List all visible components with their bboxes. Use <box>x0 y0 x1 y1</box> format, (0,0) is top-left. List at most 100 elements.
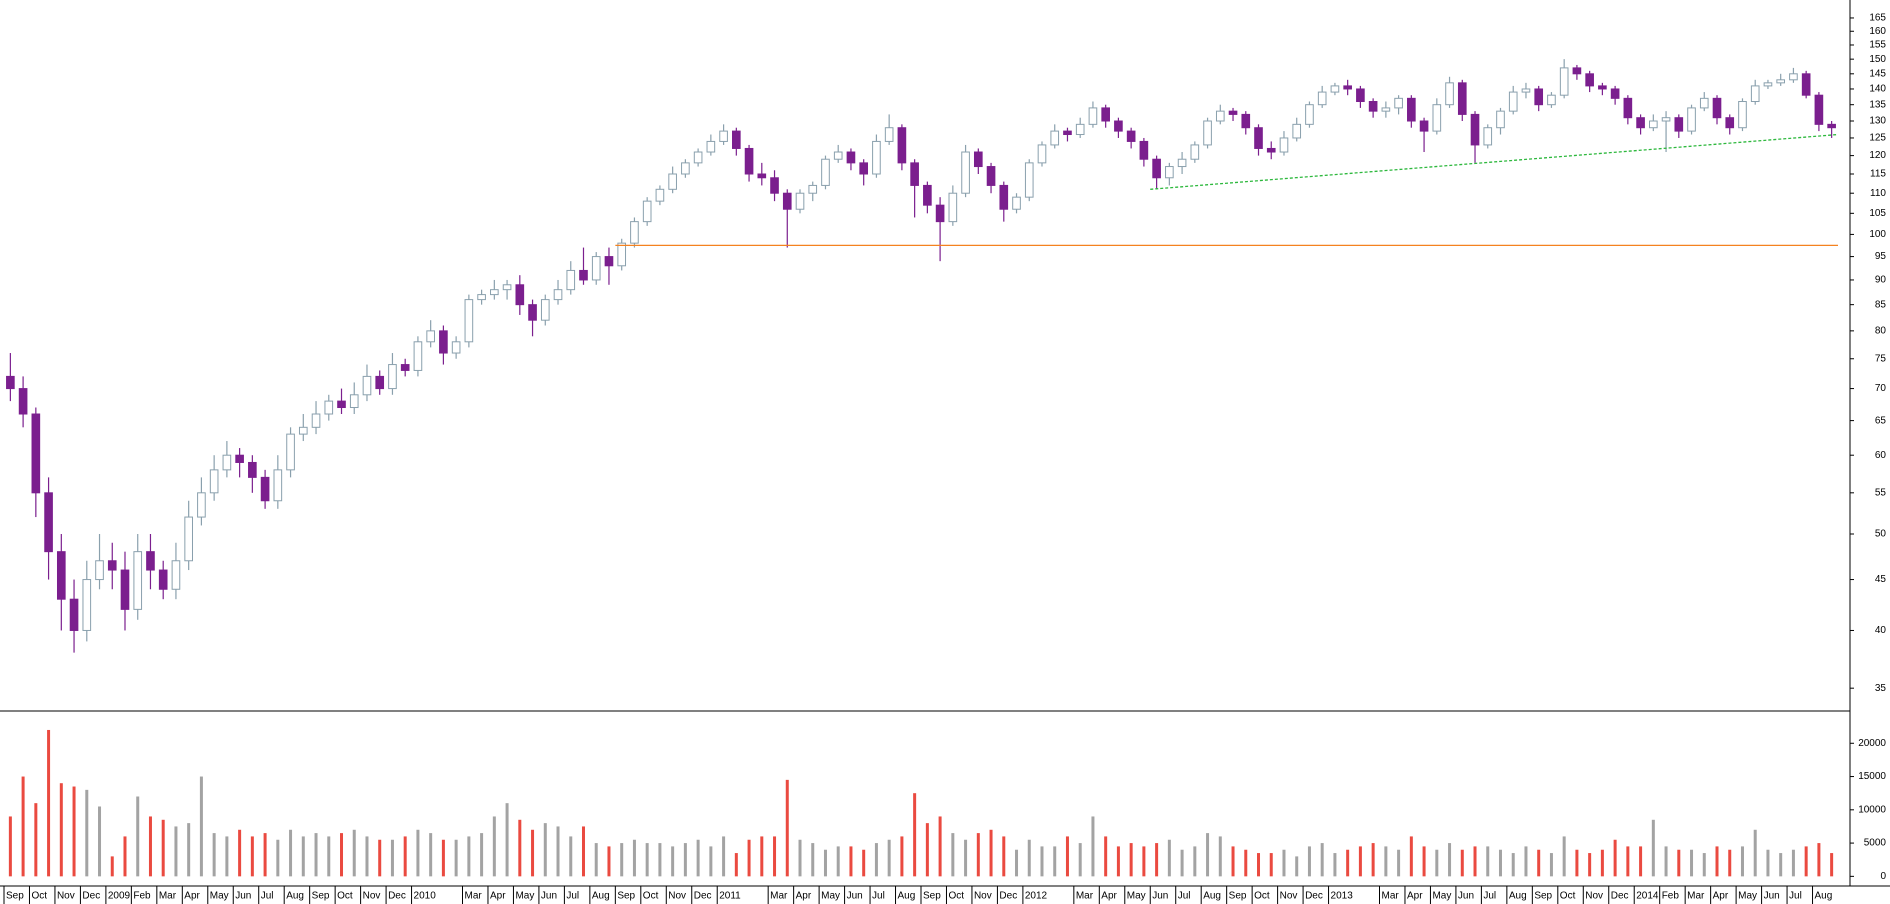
volume-bar <box>543 823 547 877</box>
volume-bar <box>773 836 777 877</box>
candle-body <box>1343 85 1352 90</box>
volume-bar <box>1091 816 1095 877</box>
x-tick-label: 2009 <box>108 891 131 902</box>
volume-bar <box>581 826 585 877</box>
candle-body <box>95 560 104 581</box>
x-tick-label: Dec <box>388 891 406 902</box>
y-tick-label: 100 <box>1869 229 1886 240</box>
candle-body <box>528 304 537 321</box>
volume-bar <box>1804 846 1808 877</box>
candle-body <box>553 289 563 301</box>
candle-body <box>1114 120 1123 132</box>
volume-bar <box>989 829 993 877</box>
candle-body <box>986 166 996 186</box>
candle-body <box>1750 85 1760 103</box>
x-tick-label: Apr <box>1407 891 1423 902</box>
volume-bar <box>1053 846 1057 877</box>
volume-bar <box>1282 849 1286 877</box>
volume-bar <box>1677 849 1681 877</box>
candle-body <box>1585 73 1594 87</box>
volume-bar <box>123 836 127 877</box>
candle-body <box>1165 166 1174 179</box>
candle-body <box>1279 137 1289 153</box>
x-tick-label: Oct <box>1254 891 1270 902</box>
volume-bar <box>403 836 407 877</box>
candle-body <box>948 192 958 223</box>
volume-bar <box>900 836 904 877</box>
candle-body <box>1075 123 1085 136</box>
candle-body <box>171 560 181 590</box>
candle-body <box>6 375 15 390</box>
candle-body <box>107 560 117 571</box>
x-tick-label: Nov <box>363 891 381 902</box>
candle-body <box>222 454 232 471</box>
volume-bar <box>289 829 293 877</box>
volume-bar <box>1715 846 1719 877</box>
y-tick-label: 120 <box>1869 150 1886 161</box>
volume-bar <box>505 803 509 877</box>
volume-bar <box>1817 843 1821 877</box>
volume-bar <box>1027 839 1031 877</box>
volume-bar <box>607 846 611 877</box>
volume-bar <box>1830 853 1834 877</box>
volume-bar <box>429 833 433 877</box>
candle-body <box>184 516 193 562</box>
candle-body <box>1725 117 1735 129</box>
candle-body <box>1215 110 1225 122</box>
x-tick-label: Oct <box>948 891 964 902</box>
volume-bar <box>1639 846 1643 877</box>
volume-bar <box>1346 849 1350 877</box>
volume-bar <box>645 843 649 877</box>
volume-bar <box>594 843 598 877</box>
candle-body <box>1050 130 1060 146</box>
volume-bar <box>47 729 51 877</box>
volume-bar <box>862 849 866 877</box>
x-tick-label: Apr <box>1713 891 1729 902</box>
volume-bar <box>1257 853 1261 877</box>
candle-body <box>1547 94 1556 106</box>
volume-bar <box>263 833 267 877</box>
y-tick-label: 85 <box>1875 299 1887 310</box>
candle-body <box>197 492 206 518</box>
x-tick-label: Jun <box>1152 891 1168 902</box>
volume-bar <box>85 789 89 877</box>
volume-bar <box>1486 846 1490 877</box>
volume-bar <box>1498 849 1502 877</box>
candle-body <box>1228 110 1238 115</box>
candle-body <box>961 151 970 194</box>
volume-bar <box>1129 843 1133 877</box>
x-tick-label: Sep <box>923 891 941 902</box>
x-tick-label: Aug <box>1509 891 1527 902</box>
candle-body <box>1063 130 1072 136</box>
candle-body <box>515 284 525 306</box>
x-tick-label: Sep <box>617 891 635 902</box>
volume-bar <box>1371 843 1375 877</box>
candle-body <box>375 375 385 390</box>
x-tick-label: Mar <box>465 891 483 902</box>
volume-bar <box>8 816 12 877</box>
candle-body <box>1776 79 1786 84</box>
candle-body <box>1649 120 1658 129</box>
y-tick-label: 65 <box>1875 415 1887 426</box>
volume-bar <box>658 843 662 877</box>
y-tick-label: 150 <box>1869 54 1886 65</box>
volume-bar <box>161 819 165 877</box>
volume-bar <box>925 823 929 877</box>
volume-bar <box>454 839 458 877</box>
candle-body <box>655 188 665 202</box>
volume-bar <box>187 823 191 877</box>
candle-body <box>1508 91 1518 112</box>
volume-bar <box>1333 853 1337 877</box>
x-tick-label: 2010 <box>414 891 437 902</box>
y-tick-label: 15000 <box>1858 771 1886 782</box>
candle-body <box>1152 158 1161 179</box>
y-tick-label: 115 <box>1870 169 1886 180</box>
volume-bar <box>1167 839 1171 877</box>
volume-bar <box>467 836 471 877</box>
volume-bar <box>1142 846 1146 877</box>
volume-bar <box>747 839 751 877</box>
volume-bar <box>798 839 802 877</box>
volume-bar <box>59 783 63 877</box>
candle-body <box>1432 104 1442 132</box>
